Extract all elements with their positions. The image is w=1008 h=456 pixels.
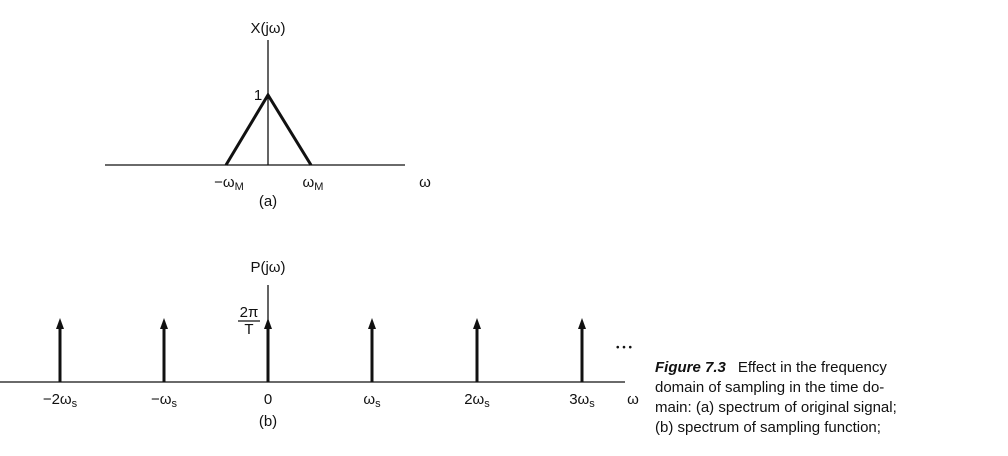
x-tick-label: ωM [303, 174, 324, 193]
label-main: −ω [151, 391, 172, 408]
caption-line: Effect in the frequency [738, 359, 887, 376]
axis-label: ω [627, 391, 639, 408]
label-sub: M [314, 181, 323, 193]
triangle-spectrum [224, 92, 313, 166]
x-tick-label: 0 [264, 391, 272, 408]
caption-line: domain of sampling in the time do- [655, 379, 884, 396]
label-main: 3ω [569, 391, 589, 408]
impulse-height-numerator: 2π [240, 304, 259, 321]
caption-line: main: (a) spectrum of original signal; [655, 399, 897, 416]
figure-caption: Figure 7.3 Effect in the frequency [655, 359, 887, 376]
label-main: 2ω [464, 391, 484, 408]
label-sub: M [235, 181, 244, 193]
impulse-arrowhead [56, 318, 64, 329]
impulse-arrowhead [160, 318, 168, 329]
label-main: −ω [214, 174, 235, 191]
impulse-arrowhead [473, 318, 481, 329]
label-main: ω [303, 174, 315, 191]
x-tick-label: 2ωs [464, 391, 490, 410]
label-main: ω [363, 391, 375, 408]
axis-label: ω [419, 174, 431, 191]
ellipsis: • • • [616, 343, 633, 354]
y-label: X(jω) [250, 20, 285, 37]
x-tick-label: 3ωs [569, 391, 595, 410]
impulse-arrowhead [368, 318, 376, 329]
x-tick-label: −ωs [151, 391, 177, 410]
x-tick-label: −ωM [214, 174, 244, 193]
x-tick-label: ωs [363, 391, 381, 410]
label-sub: s [375, 398, 381, 410]
label-main: −2ω [43, 391, 72, 408]
y-label: P(jω) [250, 259, 285, 276]
label-sub: s [484, 398, 490, 410]
panel-caption: (b) [259, 413, 277, 430]
label-main: 0 [264, 391, 272, 408]
peak-label: 1 [254, 87, 262, 104]
impulse-height-denominator: T [244, 321, 253, 338]
label-sub: s [589, 398, 595, 410]
label-sub: s [72, 398, 78, 410]
panel-caption: (a) [259, 193, 277, 210]
impulse-arrowhead [264, 318, 272, 329]
label-sub: s [171, 398, 177, 410]
caption-line: (b) spectrum of sampling function; [655, 419, 881, 436]
figure-label: Figure 7.3 [655, 359, 727, 376]
impulse-arrowhead [578, 318, 586, 329]
x-tick-label: −2ωs [43, 391, 78, 410]
